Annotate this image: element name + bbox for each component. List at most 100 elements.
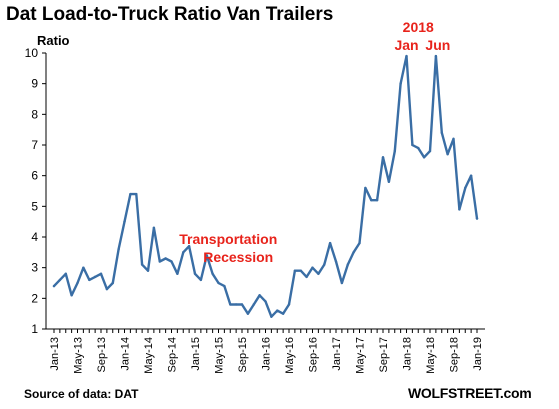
data-point: [117, 248, 120, 251]
data-point: [252, 303, 255, 306]
source-note: Source of data: DAT: [24, 387, 139, 401]
data-point: [123, 220, 126, 223]
data-point: [88, 278, 91, 282]
data-point: [158, 260, 161, 263]
data-point: [346, 263, 349, 266]
data-point: [193, 272, 197, 275]
x-tick-label: Jan-15: [190, 337, 202, 371]
x-tick-label: Jan-18: [402, 337, 414, 371]
data-point: [164, 257, 167, 260]
data-point: [182, 251, 185, 254]
data-point: [246, 312, 250, 315]
x-tick-label: Sep-16: [308, 337, 320, 372]
data-point: [370, 199, 373, 202]
y-tick-label: 3: [31, 261, 38, 275]
data-point: [364, 186, 367, 190]
x-tick-label: May-15: [214, 337, 226, 374]
y-tick-labels: 1 2 3 4 5 6 7 8 9 10: [25, 46, 39, 336]
data-point: [440, 131, 443, 134]
data-point: [417, 146, 420, 150]
y-tick-label: 1: [31, 322, 38, 336]
x-tick-label: Jan-16: [261, 337, 273, 371]
data-point: [393, 149, 396, 153]
x-tick-label: May-13: [73, 337, 85, 374]
data-point: [411, 143, 414, 147]
data-point: [70, 294, 73, 297]
data-point: [99, 272, 103, 275]
x-tick-label: Jan-13: [49, 337, 61, 371]
data-point: [205, 254, 208, 257]
data-point: [146, 269, 150, 272]
data-point: [405, 54, 408, 58]
series-line: [52, 54, 479, 318]
data-point: [176, 272, 179, 275]
x-tick-label: Sep-14: [167, 337, 179, 372]
data-point: [452, 137, 455, 141]
data-point: [422, 156, 426, 159]
data-point: [323, 263, 326, 266]
data-point: [82, 266, 85, 269]
data-point: [135, 192, 138, 196]
y-tick-label: 8: [31, 107, 38, 121]
x-tick-label: Sep-15: [237, 337, 249, 372]
data-point: [223, 284, 226, 288]
annotations: 2018 Jan Jun Transportation Recession: [179, 19, 450, 265]
data-point: [187, 245, 191, 248]
data-point: [464, 186, 467, 190]
x-tick-labels: Jan-13 May-13 Sep-13 Jan-14 May-14 Sep-14 Jan-…: [49, 337, 484, 374]
data-point: [258, 294, 261, 297]
data-point: [469, 174, 473, 177]
data-point: [58, 278, 62, 282]
annotation-label: Jun: [425, 37, 450, 53]
data-point: [340, 281, 344, 285]
x-tick-label: Sep-18: [449, 337, 461, 372]
data-point: [281, 312, 285, 315]
data-point: [387, 180, 391, 183]
data-point: [140, 263, 144, 266]
data-point: [328, 241, 332, 245]
data-point: [287, 303, 291, 306]
x-tick-label: May-16: [284, 337, 296, 374]
data-point: [293, 269, 297, 272]
data-point: [446, 153, 449, 156]
y-tick-label: 4: [31, 230, 38, 244]
annotation-label: Jan: [394, 37, 418, 53]
data-point: [199, 278, 203, 282]
data-point: [317, 272, 320, 275]
data-point: [381, 156, 385, 159]
data-point: [428, 149, 432, 153]
data-point: [458, 208, 461, 211]
chart-title: Dat Load-to-Truck Ratio Van Trailers: [6, 4, 334, 25]
y-tick-label: 9: [31, 77, 38, 91]
data-point: [64, 272, 67, 275]
series-layer: [52, 54, 479, 318]
data-point: [299, 269, 302, 272]
x-tick-label: May-14: [143, 337, 155, 374]
x-tick-label: Jan-17: [331, 337, 343, 371]
x-tick-label: Jan-19: [472, 337, 484, 371]
data-point: [375, 199, 379, 202]
x-tick-label: Sep-17: [378, 337, 390, 372]
data-point: [234, 303, 238, 306]
data-point: [305, 275, 308, 279]
y-tick-label: 7: [31, 138, 38, 152]
data-point: [276, 309, 279, 312]
data-point: [399, 82, 402, 85]
x-tick-label: May-17: [355, 337, 367, 374]
data-point: [352, 251, 355, 254]
annotation-label: 2018: [403, 19, 434, 35]
annotation-label: Recession: [203, 249, 273, 265]
y-tick-label: 10: [25, 46, 39, 60]
y-axis-unit-label: Ratio: [37, 33, 70, 48]
y-tick-label: 2: [31, 291, 38, 305]
data-point: [229, 303, 232, 306]
data-point: [240, 303, 244, 306]
axes: [42, 52, 485, 333]
data-point: [105, 287, 109, 291]
data-point: [217, 281, 220, 285]
y-tick-label: 6: [31, 169, 38, 183]
data-point: [129, 192, 132, 196]
data-point: [434, 54, 438, 58]
data-point: [76, 281, 79, 285]
data-point: [111, 281, 114, 285]
